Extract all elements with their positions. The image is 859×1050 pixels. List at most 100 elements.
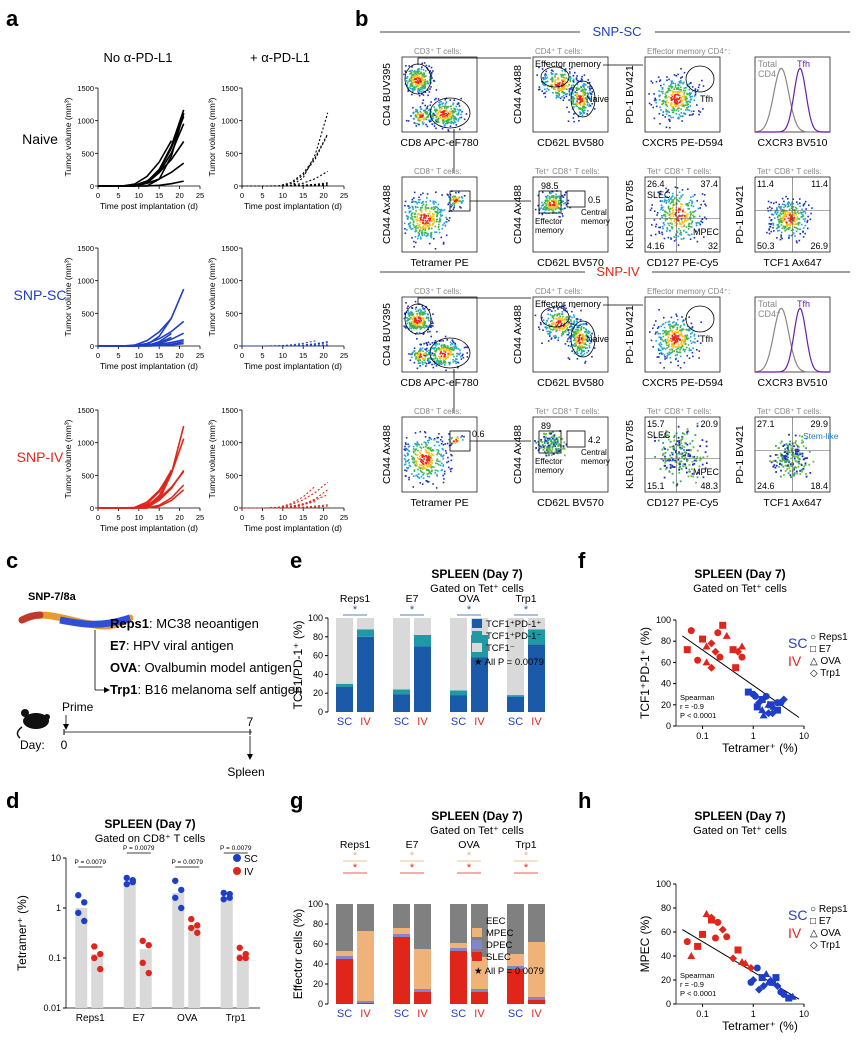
event-dot (420, 356, 423, 358)
event-dot (408, 327, 411, 329)
event-dot (665, 466, 668, 469)
event-dot (682, 93, 685, 96)
event-dot (452, 198, 455, 200)
event-dot (406, 320, 408, 322)
event-dot (562, 315, 564, 318)
event-dot (442, 241, 445, 244)
event-dot (661, 103, 663, 105)
event-dot (422, 465, 425, 468)
gate-title: Tet⁺ CD8⁺ T cells: (647, 407, 712, 416)
event-dot (655, 223, 658, 226)
event-dot (670, 456, 673, 459)
event-dot (445, 107, 448, 109)
event-dot (550, 328, 552, 331)
event-dot (408, 353, 410, 355)
event-dot (697, 471, 700, 474)
event-dot (782, 209, 785, 211)
event-dot (453, 99, 456, 101)
event-dot (428, 320, 430, 322)
event-dot (450, 453, 452, 456)
event-dot (694, 89, 696, 92)
event-dot (415, 71, 418, 73)
event-dot (557, 317, 560, 320)
event-dot (564, 82, 567, 84)
event-dot (673, 439, 676, 442)
event-dot (685, 346, 688, 349)
event-dot (538, 86, 541, 88)
event-dot (668, 471, 671, 473)
event-dot (669, 356, 672, 359)
event-dot (677, 117, 679, 119)
event-dot (421, 312, 424, 315)
event-dot (566, 327, 569, 329)
event-dot (574, 103, 576, 106)
event-dot (790, 207, 793, 209)
event-dot (673, 332, 675, 334)
event-dot (444, 118, 446, 120)
event-dot (785, 221, 787, 224)
event-dot (564, 325, 567, 328)
event-dot (440, 352, 442, 354)
event-dot (670, 213, 672, 215)
event-dot (576, 324, 579, 327)
event-dot (696, 349, 698, 351)
event-dot (579, 341, 581, 344)
event-dot (690, 98, 693, 101)
event-dot (661, 338, 663, 341)
event-dot (430, 335, 432, 338)
event-dot (568, 332, 570, 334)
event-dot (663, 354, 666, 356)
event-dot (428, 223, 431, 226)
event-dot (573, 120, 575, 123)
event-dot (669, 325, 671, 328)
event-dot (553, 434, 556, 437)
event-dot (413, 122, 416, 124)
event-dot (576, 75, 578, 77)
event-dot (662, 353, 664, 355)
event-dot (566, 316, 568, 318)
event-dot (768, 229, 770, 231)
event-dot (432, 313, 434, 315)
event-dot (426, 350, 428, 352)
gate-arrow (417, 297, 531, 305)
event-dot (666, 79, 668, 82)
event-dot (446, 122, 448, 125)
event-dot (562, 80, 564, 83)
event-dot (456, 108, 459, 111)
event-dot (572, 75, 575, 77)
event-dot (554, 79, 557, 81)
event-dot (430, 450, 433, 452)
event-dot (409, 73, 411, 75)
event-dot (585, 98, 588, 101)
event-dot (466, 346, 469, 349)
event-dot (793, 445, 795, 448)
x-tick-label: 5 (116, 191, 120, 200)
event-dot (409, 87, 412, 90)
event-dot (575, 339, 578, 341)
event-dot (450, 122, 452, 125)
event-dot (683, 449, 685, 451)
event-dot (696, 449, 699, 452)
event-dot (452, 340, 454, 342)
event-dot (585, 344, 588, 346)
event-dot (457, 348, 460, 350)
event-dot (547, 206, 549, 208)
event-dot (448, 121, 451, 124)
event-dot (669, 440, 672, 443)
event-dot (413, 226, 416, 229)
event-dot (557, 336, 560, 339)
event-dot (405, 316, 408, 319)
event-dot (423, 359, 426, 362)
event-dot (427, 316, 430, 319)
q-tr: 20.9 (700, 419, 718, 429)
event-dot (435, 201, 437, 204)
event-dot (661, 100, 664, 103)
event-dot (580, 78, 583, 80)
event-dot (424, 462, 427, 464)
event-dot (550, 454, 553, 456)
event-dot (563, 88, 565, 90)
event-dot (570, 77, 572, 79)
event-dot (658, 230, 660, 233)
event-dot (660, 109, 662, 111)
